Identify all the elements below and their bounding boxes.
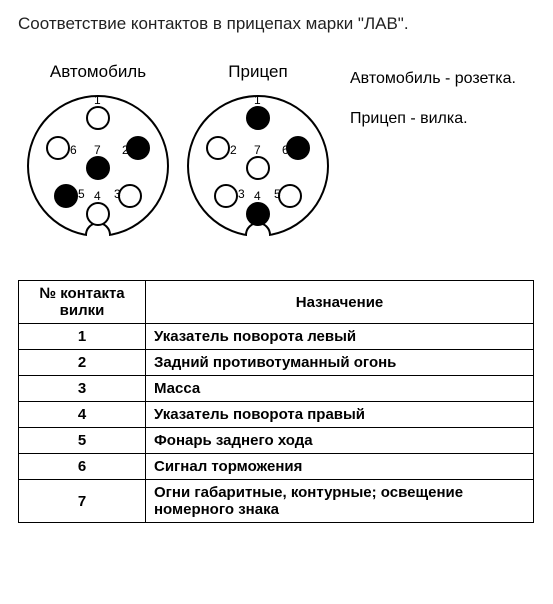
car-connector-pin-7	[87, 157, 109, 179]
table-header-row: № контакта вилки Назначение	[19, 281, 534, 324]
car-connector-pin-label-3: 3	[114, 187, 121, 201]
trailer-connector-pin-label-1: 1	[254, 93, 261, 107]
trailer-connector-pin-4	[247, 203, 269, 225]
trailer-connector-pin-label-4: 4	[254, 189, 261, 203]
table-cell-num: 7	[19, 480, 146, 523]
car-connector-pin-label-6: 6	[70, 143, 77, 157]
trailer-connector-pin-1	[247, 107, 269, 129]
table-cell-num: 3	[19, 376, 146, 402]
trailer-connector-pin-label-3: 3	[238, 187, 245, 201]
car-connector-pin-5	[55, 185, 77, 207]
table-header-desc: Назначение	[146, 281, 534, 324]
table-header-num: № контакта вилки	[19, 281, 146, 324]
page-root: Соответствие контактов в прицепах марки …	[0, 0, 553, 604]
table-row: 4Указатель поворота правый	[19, 402, 534, 428]
table-body: 1Указатель поворота левый2Задний противо…	[19, 324, 534, 523]
car-connector-pin-label-7: 7	[94, 143, 101, 157]
trailer-connector-pin-7	[247, 157, 269, 179]
trailer-connector-pin-2	[207, 137, 229, 159]
car-connector-pin-4	[87, 203, 109, 225]
car-connector-pin-2	[127, 137, 149, 159]
car-connector-pin-6	[47, 137, 69, 159]
table-cell-num: 4	[19, 402, 146, 428]
trailer-connector-svg: 1 6 543 2 7	[178, 86, 338, 246]
pinout-table-wrap: № контакта вилки Назначение 1Указатель п…	[18, 280, 535, 523]
side-text-line2: Прицеп - вилка.	[350, 108, 516, 130]
car-connector-pin-3	[119, 185, 141, 207]
car-connector-pin-1	[87, 107, 109, 129]
table-row: 5Фонарь заднего хода	[19, 428, 534, 454]
car-connector-pin-label-4: 4	[94, 189, 101, 203]
table-row: 2Задний противотуманный огонь	[19, 350, 534, 376]
trailer-connector-pin-label-7: 7	[254, 143, 261, 157]
trailer-connector-pin-label-5: 5	[274, 187, 281, 201]
side-text-line1: Автомобиль - розетка.	[350, 68, 516, 90]
trailer-connector-pin-label-2: 2	[230, 143, 237, 157]
car-connector-label: Автомобиль	[18, 62, 178, 82]
table-row: 7Огни габаритные, контурные; освещение н…	[19, 480, 534, 523]
diagram-row: Автомобиль 1234567 Прицеп 1654327 Автомо…	[18, 62, 535, 246]
side-text: Автомобиль - розетка. Прицеп - вилка.	[350, 62, 516, 147]
trailer-connector-pin-label-6: 6	[282, 143, 289, 157]
car-connector-pin-label-2: 2	[122, 143, 129, 157]
table-cell-desc: Масса	[146, 376, 534, 402]
trailer-connector-pin-5	[279, 185, 301, 207]
trailer-connector-pin-6	[287, 137, 309, 159]
table-cell-desc: Огни габаритные, контурные; освещение но…	[146, 480, 534, 523]
table-row: 6Сигнал торможения	[19, 454, 534, 480]
table-cell-desc: Сигнал торможения	[146, 454, 534, 480]
table-cell-num: 1	[19, 324, 146, 350]
table-cell-num: 5	[19, 428, 146, 454]
trailer-connector-pin-3	[215, 185, 237, 207]
car-connector-pin-label-5: 5	[78, 187, 85, 201]
table-cell-desc: Фонарь заднего хода	[146, 428, 534, 454]
car-connector-pin-label-1: 1	[94, 93, 101, 107]
table-cell-desc: Задний противотуманный огонь	[146, 350, 534, 376]
pinout-table: № контакта вилки Назначение 1Указатель п…	[18, 280, 534, 523]
table-cell-num: 6	[19, 454, 146, 480]
page-title: Соответствие контактов в прицепах марки …	[18, 14, 535, 34]
car-connector-svg: 1 2 345 6 7	[18, 86, 178, 246]
table-row: 3Масса	[19, 376, 534, 402]
trailer-connector-label: Прицеп	[178, 62, 338, 82]
car-connector-block: Автомобиль 1 2 345 6 7	[18, 62, 178, 246]
trailer-connector-block: Прицеп 1 6 543 2 7	[178, 62, 338, 246]
table-cell-desc: Указатель поворота правый	[146, 402, 534, 428]
table-cell-desc: Указатель поворота левый	[146, 324, 534, 350]
table-cell-num: 2	[19, 350, 146, 376]
table-row: 1Указатель поворота левый	[19, 324, 534, 350]
